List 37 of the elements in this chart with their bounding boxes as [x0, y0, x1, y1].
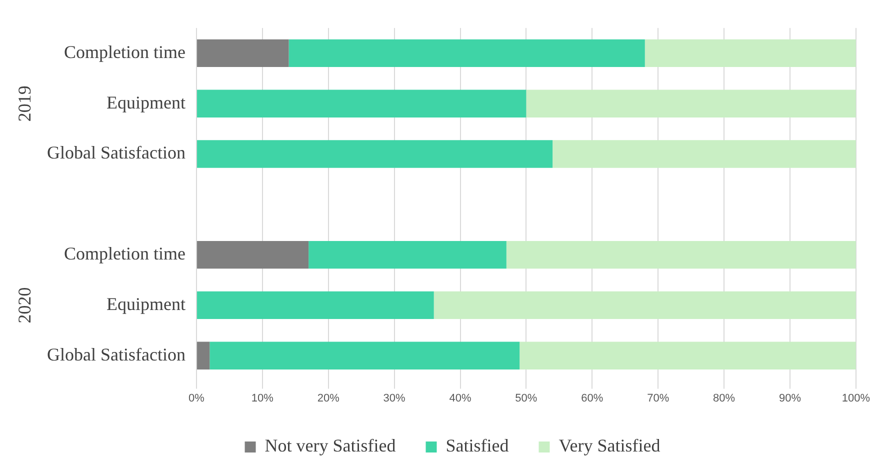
text: 2019 [14, 86, 35, 122]
x-tick-label: 40% [449, 392, 472, 404]
bar [210, 342, 520, 370]
text: 2020 [14, 287, 35, 324]
x-tick-label: 50% [515, 392, 538, 404]
bar [526, 90, 856, 118]
bar [520, 342, 856, 370]
bar [196, 291, 434, 320]
bar [308, 240, 506, 269]
bar [196, 39, 289, 68]
legend-label: Very Satisfied [558, 436, 660, 456]
y-tick-label: Completion time [64, 42, 186, 62]
x-tick-label: 20% [317, 392, 340, 404]
bar [288, 39, 645, 68]
legend-label: Not very Satisfied [264, 436, 396, 456]
x-tick-label: 70% [647, 392, 670, 404]
x-tick-label: 80% [713, 392, 736, 404]
x-tick-label: 90% [778, 392, 802, 404]
x-tick-label: 0% [188, 392, 205, 404]
bar [196, 90, 526, 118]
legend-label: Satisfied [446, 436, 509, 456]
bar [552, 140, 856, 168]
y-tick-label: Global Satisfaction [46, 142, 186, 163]
bar [644, 39, 856, 68]
x-tick-label: 100% [842, 392, 870, 404]
y-tick-label: Completion time [64, 244, 186, 264]
x-tick-label: 60% [581, 392, 604, 404]
bar [506, 240, 856, 269]
y-tick-label: Equipment [106, 294, 186, 314]
bar [196, 240, 309, 269]
x-tick-label: 30% [383, 392, 406, 404]
y-tick-label: Equipment [106, 92, 186, 112]
bar [434, 291, 856, 320]
bar [196, 342, 210, 370]
bar [196, 140, 553, 168]
x-tick-label: 10% [251, 392, 274, 404]
y-tick-label: Global Satisfaction [46, 344, 186, 364]
